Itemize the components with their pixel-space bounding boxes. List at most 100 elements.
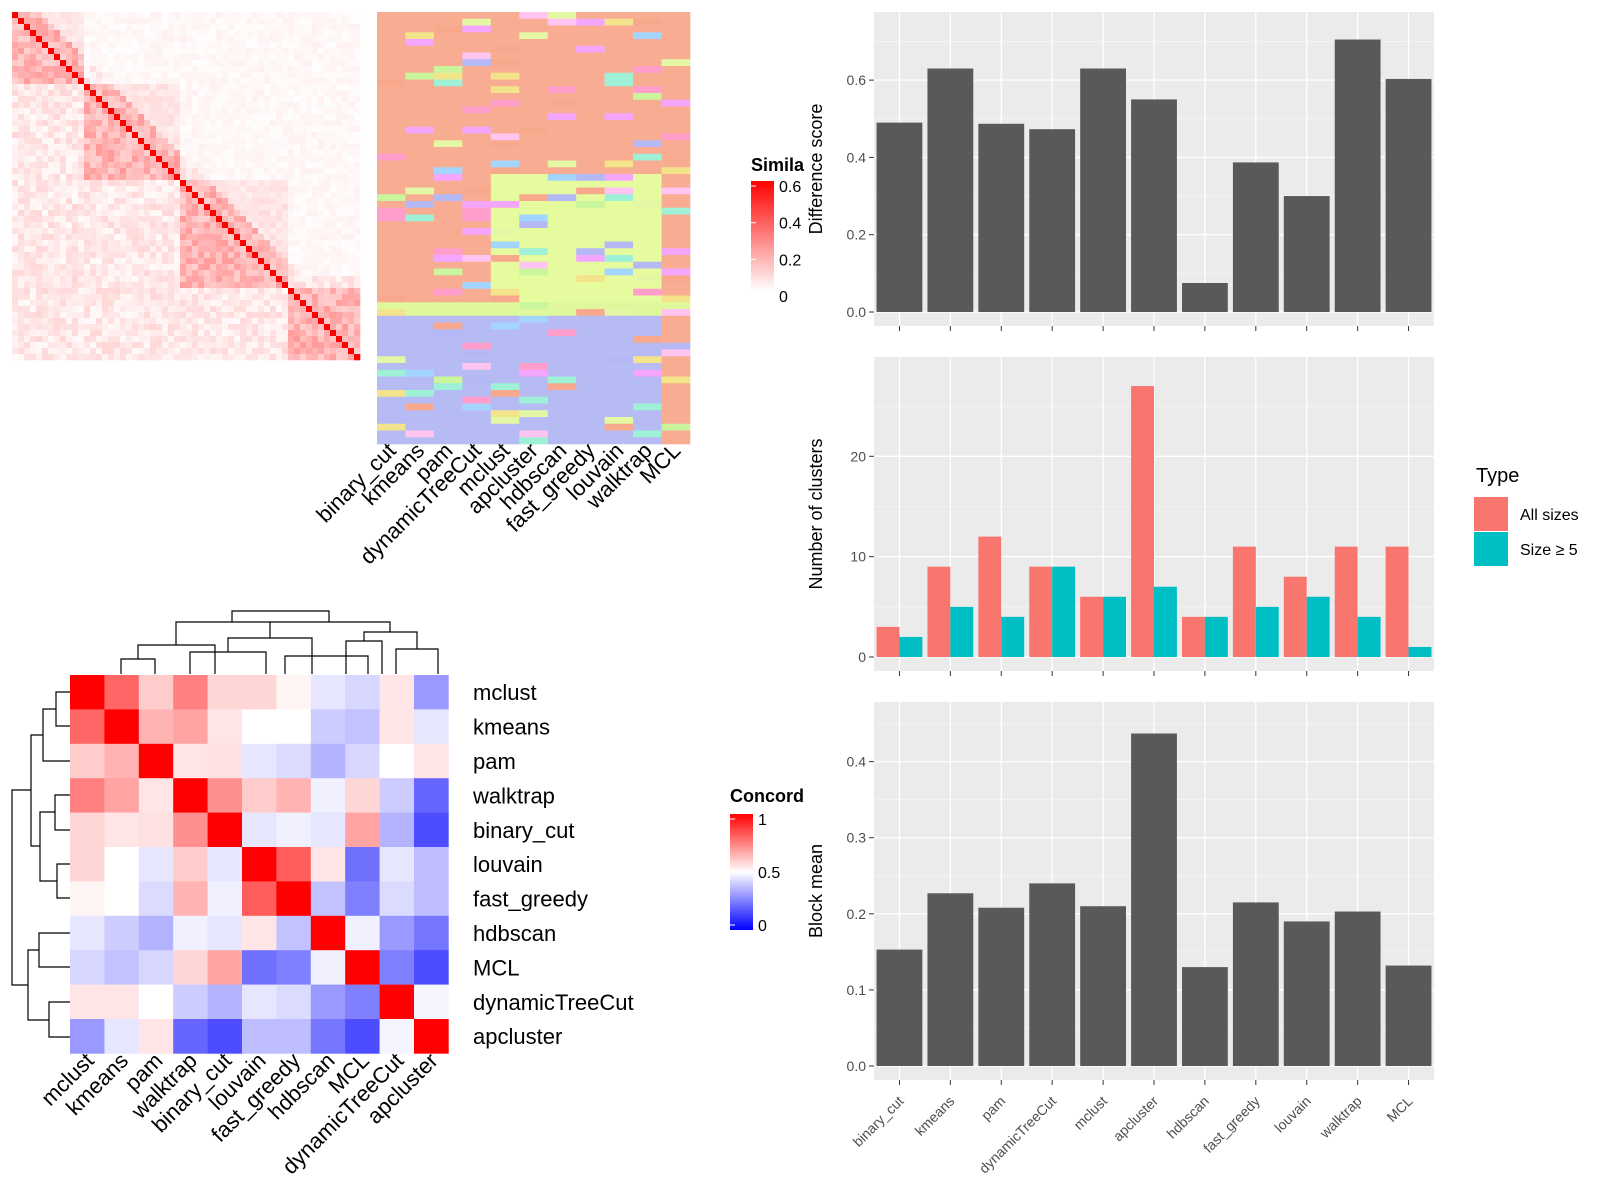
similarity-cell	[222, 252, 229, 259]
similarity-cell	[276, 84, 283, 91]
similarity-cell	[198, 30, 205, 37]
similarity-cell	[234, 246, 241, 253]
similarity-cell	[246, 108, 253, 115]
concordance-cell	[207, 950, 243, 985]
similarity-cell	[72, 180, 79, 187]
similarity-cell	[228, 24, 235, 31]
similarity-cell	[240, 210, 247, 217]
similarity-cell	[318, 192, 325, 199]
similarity-cell	[66, 192, 73, 199]
annotation-cell	[576, 423, 605, 431]
annotation-cell	[462, 214, 492, 222]
similarity-cell	[66, 54, 73, 61]
similarity-cell	[150, 156, 157, 163]
similarity-cell	[306, 198, 313, 205]
similarity-cell	[240, 96, 247, 103]
similarity-cell	[282, 246, 289, 253]
similarity-cell	[300, 90, 307, 97]
annotation-cell	[633, 288, 662, 296]
similarity-cell	[324, 168, 331, 175]
similarity-cell	[300, 36, 307, 43]
annotation-cell	[433, 187, 463, 195]
annotation-cell	[490, 194, 520, 202]
similarity-cell	[108, 120, 115, 127]
similarity-cell	[24, 150, 31, 157]
similarity-cell	[216, 258, 223, 265]
similarity-cell	[198, 258, 205, 265]
similarity-cell	[228, 210, 235, 217]
similarity-cell	[186, 336, 193, 343]
annotation-cell	[519, 275, 549, 283]
similarity-cell	[102, 336, 109, 343]
similarity-cell	[294, 318, 301, 325]
similarity-cell	[144, 192, 151, 199]
similarity-cell	[258, 12, 265, 19]
annotation-cell	[519, 322, 549, 330]
annotation-cell	[519, 120, 549, 128]
similarity-cell	[150, 294, 157, 301]
annotation-cell	[433, 207, 463, 215]
similarity-cell	[276, 186, 283, 193]
similarity-cell	[330, 306, 337, 313]
similarity-cell	[138, 60, 145, 67]
similarity-cell	[318, 222, 325, 229]
similarity-cell	[222, 180, 229, 187]
similarity-cell	[78, 126, 85, 133]
similarity-cell	[246, 264, 253, 271]
annotation-cell	[462, 356, 492, 364]
similarity-cell	[228, 90, 235, 97]
concordance-cell	[379, 915, 415, 951]
similarity-cell	[24, 246, 31, 253]
similarity-cell	[252, 102, 259, 109]
similarity-cell	[324, 30, 331, 37]
similarity-cell	[24, 216, 31, 223]
similarity-cell	[336, 60, 343, 67]
similarity-cell	[354, 114, 361, 121]
similarity-cell	[30, 132, 37, 139]
similarity-cell	[84, 300, 91, 307]
legend-label-size-ge-5: Size ≥ 5	[1520, 542, 1578, 559]
similarity-cell	[276, 114, 283, 121]
similarity-cell	[78, 102, 85, 109]
similarity-cell	[54, 120, 61, 127]
similarity-cell	[204, 90, 211, 97]
similarity-cell	[336, 228, 343, 235]
similarity-cell	[336, 96, 343, 103]
similarity-cell	[198, 12, 205, 19]
similarity-cell	[156, 234, 163, 241]
similarity-cell	[204, 306, 211, 313]
similarity-cell	[90, 252, 97, 259]
similarity-cell	[60, 144, 67, 151]
similarity-cell	[216, 216, 223, 223]
similarity-cell	[156, 126, 163, 133]
similarity-cell	[174, 198, 181, 205]
similarity-cell	[126, 30, 133, 37]
annotation-cell	[433, 234, 463, 242]
annotation-cell	[661, 315, 691, 323]
similarity-cell	[294, 270, 301, 277]
similarity-cell	[144, 84, 151, 91]
similarity-cell	[18, 234, 25, 241]
similarity-cell	[96, 210, 103, 217]
similarity-cell	[222, 24, 229, 31]
annotation-cell	[490, 106, 520, 114]
similarity-cell	[264, 336, 271, 343]
similarity-cell	[240, 270, 247, 277]
similarity-cell	[294, 336, 301, 343]
annotation-cell	[433, 302, 463, 310]
similarity-cell	[42, 270, 49, 277]
similarity-cell	[312, 276, 319, 283]
similarity-cell	[102, 156, 109, 163]
similarity-cell	[90, 342, 97, 349]
similarity-cell	[264, 312, 271, 319]
annotation-cell	[433, 214, 463, 222]
annotation-cell	[433, 275, 463, 283]
similarity-cell	[192, 138, 199, 145]
annotation-cell	[405, 336, 435, 344]
similarity-cell	[306, 216, 313, 223]
similarity-cell	[216, 84, 223, 91]
similarity-cell	[330, 270, 337, 277]
similarity-cell	[102, 312, 109, 319]
similarity-cell	[288, 192, 295, 199]
